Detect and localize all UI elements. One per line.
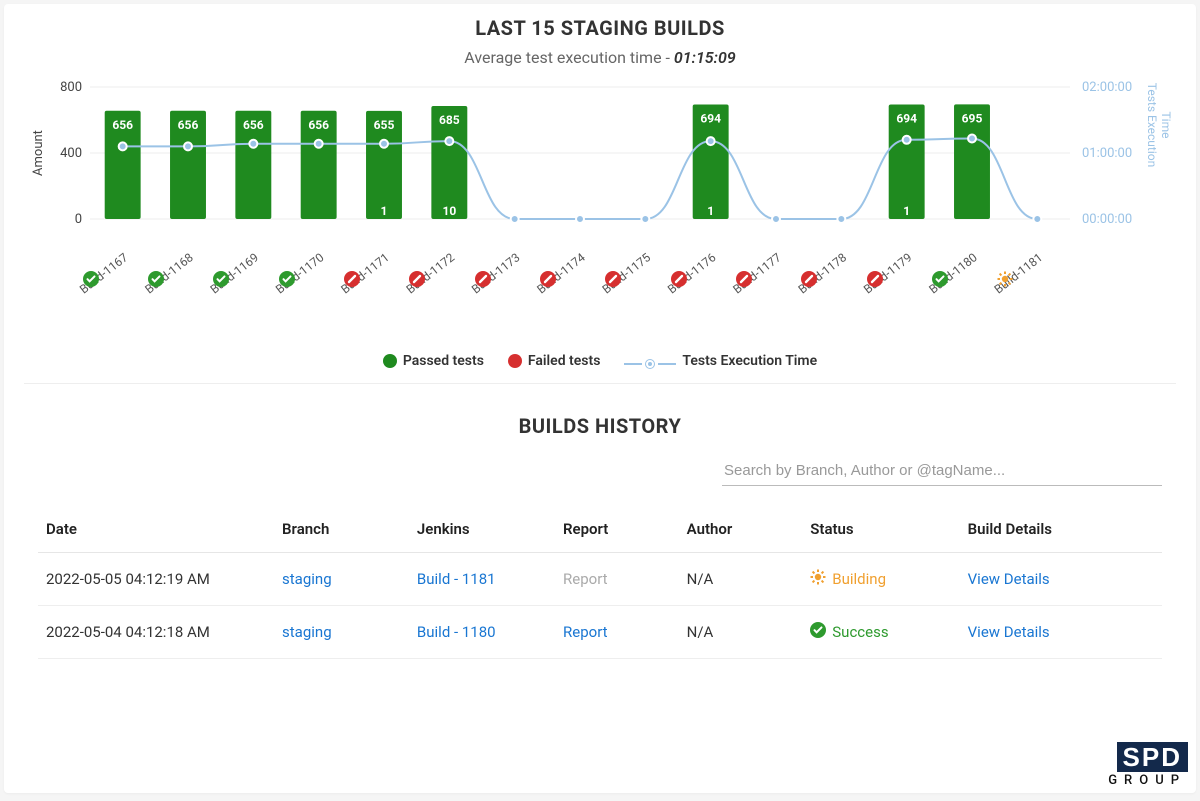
view-details-link[interactable]: View Details [968,570,1050,588]
svg-text:00:00:00: 00:00:00 [1082,212,1132,227]
status-label: Building [832,570,886,588]
legend-item[interactable]: Tests Execution Time [624,353,817,369]
svg-text:656: 656 [243,118,264,132]
fail-status-icon [736,271,754,289]
chart-title: LAST 15 STAGING BUILDS [4,4,1196,40]
legend-item[interactable]: Passed tests [383,353,484,369]
fail-status-icon [540,271,558,289]
logo-bottom: GROUP [1108,774,1188,787]
fail-status-icon [867,271,885,289]
builds-chart: 0 400 800 00:00:00 01:00:00 02:00:00 Amount Tes… [20,67,1180,347]
table-header-row: DateBranchJenkinsReportAuthorStatusBuild… [38,504,1162,553]
pass-status-icon [83,271,101,289]
status-label: Success [832,623,888,641]
view-details-link[interactable]: View Details [968,623,1050,641]
col-build-details: Build Details [960,504,1162,553]
col-status: Status [802,504,959,553]
cell-status: Success [802,606,959,659]
cell-jenkins: Build - 1181 [409,553,555,606]
fail-status-icon [801,271,819,289]
search-row [4,456,1196,504]
chart-subtitle-prefix: Average test execution time - [464,48,674,67]
svg-text:0: 0 [75,212,82,227]
pass-status-icon [148,271,166,289]
jenkins-link[interactable]: Build - 1180 [417,623,496,641]
fail-status-icon [671,271,689,289]
col-branch: Branch [274,504,409,553]
svg-text:Amount: Amount [31,130,46,176]
chart-subtitle-value: 01:15:09 [674,48,736,67]
branch-link[interactable]: staging [282,570,332,588]
col-jenkins: Jenkins [409,504,555,553]
pass-status-icon [279,271,297,289]
pass-status-icon [932,271,950,289]
col-date: Date [38,504,274,553]
svg-text:Tests Execution: Tests Execution [1145,83,1159,167]
svg-text:10: 10 [442,204,456,218]
jenkins-link[interactable]: Build - 1181 [417,570,496,588]
svg-text:695: 695 [962,111,983,125]
legend-item[interactable]: Failed tests [508,353,601,369]
fail-status-icon [344,271,362,289]
cell-details: View Details [960,553,1162,606]
table-row: 2022-05-05 04:12:19 AM staging Build - 1… [38,553,1162,606]
svg-text:01:00:00: 01:00:00 [1082,146,1132,161]
dashboard-card: LAST 15 STAGING BUILDS Average test exec… [4,4,1196,793]
success-icon [810,622,826,642]
svg-text:1: 1 [903,204,910,218]
col-report: Report [555,504,679,553]
cell-branch: staging [274,553,409,606]
svg-text:685: 685 [439,113,460,127]
history-title: BUILDS HISTORY [4,384,1196,456]
fail-status-icon [475,271,493,289]
cell-date: 2022-05-05 04:12:19 AM [38,553,274,606]
svg-text:694: 694 [896,111,917,125]
building-icon [810,569,826,589]
svg-text:Time: Time [1159,112,1173,139]
building-status-icon [997,271,1015,289]
svg-text:656: 656 [308,118,329,132]
svg-text:656: 656 [112,118,133,132]
report-label: Report [563,570,608,588]
cell-author: N/A [679,553,803,606]
chart-legend: Passed tests Failed tests Tests Execution … [4,347,1196,383]
report-link[interactable]: Report [563,623,608,641]
fail-status-icon [605,271,623,289]
cell-report: Report [555,606,679,659]
chart-subtitle: Average test execution time - 01:15:09 [4,48,1196,67]
svg-text:655: 655 [374,118,395,132]
svg-text:400: 400 [60,146,82,161]
cell-report: Report [555,553,679,606]
svg-text:1: 1 [707,204,714,218]
svg-text:694: 694 [700,111,721,125]
builds-table: DateBranchJenkinsReportAuthorStatusBuild… [38,504,1162,659]
svg-text:02:00:00: 02:00:00 [1082,80,1132,95]
pass-status-icon [213,271,231,289]
cell-jenkins: Build - 1180 [409,606,555,659]
svg-text:1: 1 [381,204,388,218]
col-author: Author [679,504,803,553]
cell-branch: staging [274,606,409,659]
svg-text:800: 800 [60,80,82,95]
cell-details: View Details [960,606,1162,659]
fail-status-icon [409,271,427,289]
cell-author: N/A [679,606,803,659]
search-input[interactable] [722,456,1162,486]
table-row: 2022-05-04 04:12:18 AM staging Build - 1… [38,606,1162,659]
table-body: 2022-05-05 04:12:19 AM staging Build - 1… [38,553,1162,659]
cell-date: 2022-05-04 04:12:18 AM [38,606,274,659]
logo-top: SPD [1117,742,1188,772]
brand-logo: SPD GROUP [1108,742,1188,787]
cell-status: Building [802,553,959,606]
branch-link[interactable]: staging [282,623,332,641]
svg-text:656: 656 [178,118,199,132]
